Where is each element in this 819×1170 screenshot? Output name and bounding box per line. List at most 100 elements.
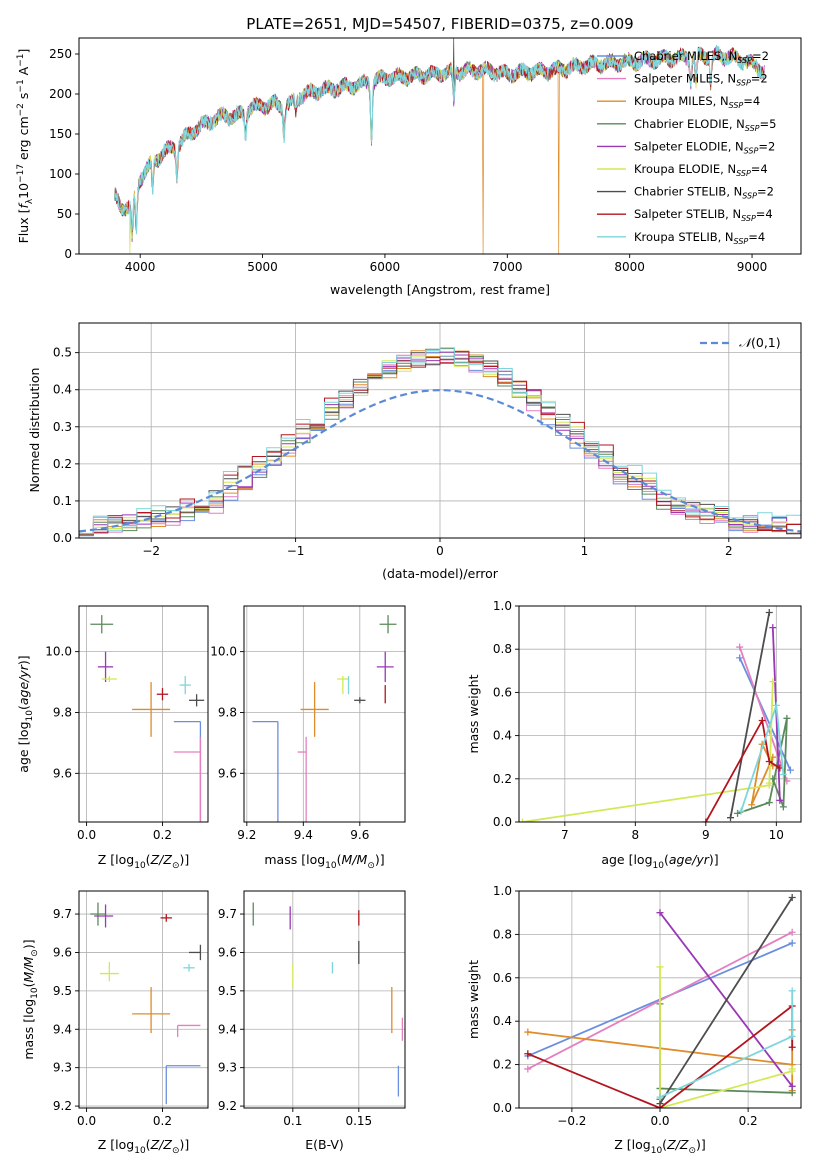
y-tick-label: 1.0 <box>493 884 512 898</box>
y-tick-label: 9.7 <box>218 907 237 921</box>
y-tick-label: 9.6 <box>53 945 72 959</box>
weight-marker <box>656 963 664 971</box>
errorbar-point <box>189 694 205 707</box>
panels: 4000 5000 6000 7000 8000 9000050100150200250w… <box>16 37 802 1156</box>
y-tick-label: 100 <box>49 167 72 181</box>
errorbar-point <box>165 1065 201 1105</box>
y-axis-label: Normed distribution <box>27 368 42 493</box>
y-tick-label: 0.2 <box>53 457 72 471</box>
y-tick-label: 9.8 <box>218 705 237 719</box>
errorbar-point <box>132 987 171 1034</box>
plot-area <box>524 894 796 1108</box>
x-tick-label: 7000 <box>492 260 523 274</box>
plot-area <box>90 615 205 822</box>
y-tick-label: 9.7 <box>53 907 72 921</box>
histogram-step <box>79 352 801 538</box>
weight-marker <box>656 1104 664 1108</box>
x-tick-label: −2 <box>142 544 160 558</box>
y-tick-label: 9.3 <box>53 1061 72 1075</box>
axes-frame <box>78 37 802 255</box>
legend-label: Chabrier ELODIE, NSSP=5 <box>634 117 776 133</box>
weight-marker <box>765 758 773 766</box>
histogram-step <box>79 351 801 538</box>
x-tick-label: 9.4 <box>294 828 313 842</box>
errorbar-point <box>101 675 117 683</box>
weight-marker <box>765 799 773 807</box>
weight-marker <box>776 796 784 804</box>
y-tick-label: 150 <box>49 127 72 141</box>
y-tick-label: 10.0 <box>45 645 72 659</box>
weight-line <box>729 612 771 818</box>
weight-marker <box>734 809 742 817</box>
x-tick-label: 9.2 <box>237 828 256 842</box>
legend: Chabrier MILES, NSSP=2 Salpeter MILES, NS… <box>597 49 776 246</box>
y-tick-label: 0.4 <box>53 383 72 397</box>
weight-line <box>738 646 788 782</box>
axes-frame <box>78 605 209 823</box>
y-tick-label: 0.4 <box>493 729 512 743</box>
panel-mass-vs-EBV: 0.1 0.15 9.2 9.3 9.4 9.5 9.6 9.7 E(B-V) <box>218 890 406 1152</box>
plot-area <box>519 608 794 822</box>
panel-spectrum: 4000 5000 6000 7000 8000 9000 0 50 100 150 200 250 w… <box>16 37 802 297</box>
errorbar-point <box>189 944 202 961</box>
y-tick-label: 9.3 <box>218 1061 237 1075</box>
x-axis-label: E(B-V) <box>305 1137 344 1152</box>
errorbar-point <box>376 651 394 683</box>
y-tick-label: 250 <box>49 47 72 61</box>
x-tick-label: 8000 <box>614 260 645 274</box>
x-tick-label: 9 <box>702 828 710 842</box>
weight-marker <box>788 987 796 995</box>
x-axis-label: Z [log10(Z/Z⊙)] <box>98 1137 190 1156</box>
x-tick-label: 0.0 <box>77 1114 96 1128</box>
x-tick-label: 6000 <box>370 260 401 274</box>
legend-label: Salpeter ELODIE, NSSP=2 <box>634 139 775 155</box>
y-tick-label: 0.5 <box>53 346 72 360</box>
weight-marker <box>769 624 777 632</box>
y-tick-label: 9.5 <box>53 984 72 998</box>
weight-marker <box>779 803 787 811</box>
y-axis-label: mass [log10(M/M⊙)] <box>21 939 40 1059</box>
x-tick-label: −0.2 <box>557 1114 586 1128</box>
errorbar-point <box>132 682 171 737</box>
legend-label: Salpeter MILES, NSSP=2 <box>634 72 768 88</box>
weight-marker <box>524 1050 532 1058</box>
y-tick-label: 1.0 <box>493 599 512 613</box>
weight-marker <box>772 701 780 709</box>
weight-marker <box>727 814 734 822</box>
y-tick-label: 0.4 <box>493 1014 512 1028</box>
panel-weight-vs-age: 7 8 9 10 0.0 0.2 0.4 0.6 0.8 1.0 age [log10(age/yr… <box>466 599 802 871</box>
weight-marker <box>788 939 796 947</box>
axes-frame <box>243 605 406 823</box>
x-tick-label: 2 <box>725 544 733 558</box>
weight-marker <box>524 1065 532 1073</box>
y-tick-label: 0.3 <box>53 420 72 434</box>
axes-frame <box>243 890 406 1109</box>
weight-marker <box>758 716 766 724</box>
weight-marker <box>788 1082 796 1090</box>
panel-residuals: −2 −1 0 1 2 0.0 0.1 0.2 0.3 0.4 0.5 𝒩(0,1) (data-mod… <box>27 322 802 581</box>
errorbar-point <box>99 962 119 982</box>
errorbar-point <box>90 902 106 926</box>
panel-age-vs-Z: 0.0 0.2 9.6 9.8 10.0 Z [log10(Z/Z⊙)] age [log1… <box>16 605 209 871</box>
x-tick-label: 9.6 <box>350 828 369 842</box>
errorbar-point <box>173 736 202 822</box>
axes-frame <box>78 890 209 1109</box>
errorbar-point <box>179 675 191 695</box>
errorbar-point <box>300 682 329 737</box>
weight-marker <box>656 909 664 917</box>
x-axis-label: Z [log10(Z/Z⊙)] <box>98 852 190 871</box>
y-tick-label: 9.6 <box>218 945 237 959</box>
errorbar-point <box>160 914 172 922</box>
spectrum-line <box>113 45 765 235</box>
weight-marker <box>769 678 777 686</box>
y-tick-label: 0.0 <box>493 1101 512 1115</box>
y-tick-label: 9.6 <box>53 766 72 780</box>
plot-area <box>252 902 404 1097</box>
errorbar-point <box>337 675 349 695</box>
y-tick-label: 10.0 <box>210 645 237 659</box>
errorbar-point <box>252 720 279 822</box>
legend-label: 𝒩(0,1) <box>739 335 781 350</box>
weight-line <box>522 681 774 822</box>
gaussian-reference-line <box>79 388 801 533</box>
y-tick-label: 0.8 <box>493 642 512 656</box>
